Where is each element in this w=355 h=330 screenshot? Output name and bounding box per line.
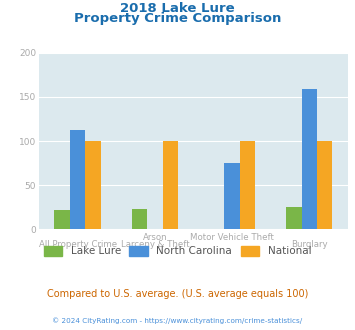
- Bar: [286, 207, 302, 229]
- Text: Arson: Arson: [143, 233, 167, 242]
- Legend: Lake Lure, North Carolina, National: Lake Lure, North Carolina, National: [39, 242, 316, 260]
- Bar: [86, 141, 101, 229]
- Text: Larceny & Theft: Larceny & Theft: [121, 240, 189, 249]
- Text: Motor Vehicle Theft: Motor Vehicle Theft: [190, 233, 274, 242]
- Text: © 2024 CityRating.com - https://www.cityrating.com/crime-statistics/: © 2024 CityRating.com - https://www.city…: [53, 317, 302, 324]
- Bar: [55, 210, 70, 229]
- Text: 2018 Lake Lure: 2018 Lake Lure: [120, 2, 235, 15]
- Bar: [317, 141, 332, 229]
- Text: All Property Crime: All Property Crime: [39, 240, 117, 249]
- Text: Property Crime Comparison: Property Crime Comparison: [74, 12, 281, 24]
- Bar: [240, 141, 255, 229]
- Bar: [163, 141, 178, 229]
- Bar: [302, 89, 317, 229]
- Bar: [70, 130, 86, 229]
- Bar: [132, 209, 147, 229]
- Text: Compared to U.S. average. (U.S. average equals 100): Compared to U.S. average. (U.S. average …: [47, 289, 308, 299]
- Bar: [224, 163, 240, 229]
- Text: Burglary: Burglary: [291, 240, 328, 249]
